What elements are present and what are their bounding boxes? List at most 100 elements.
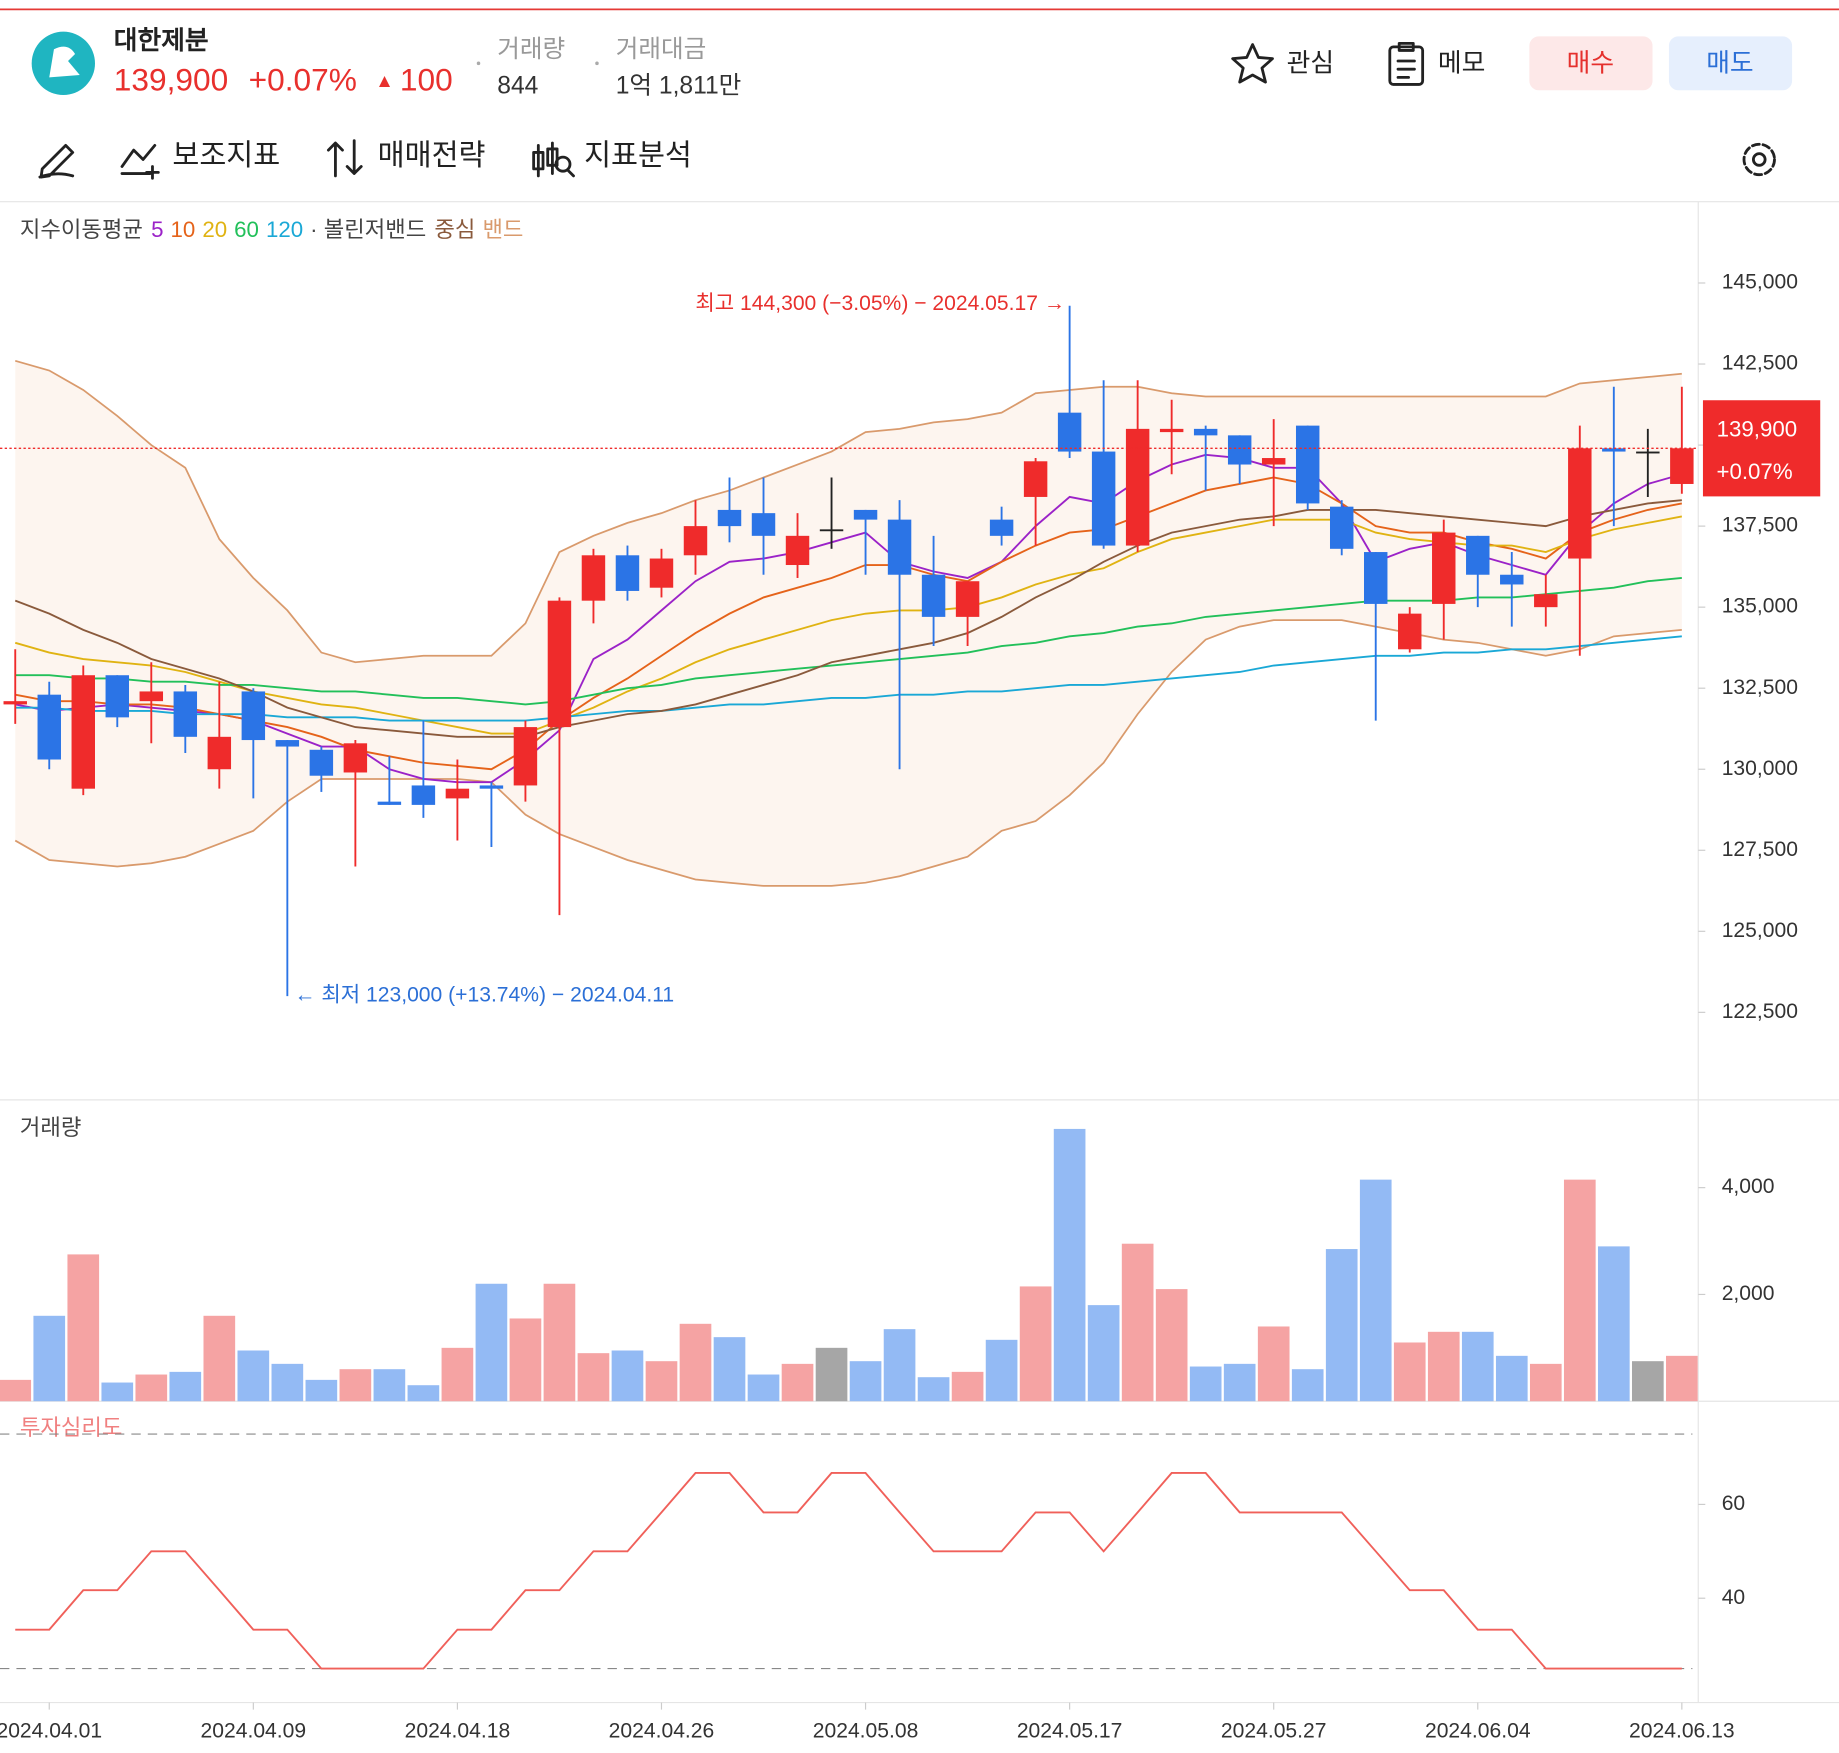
volume-bar: [1121, 1243, 1154, 1402]
volume-bar: [373, 1369, 406, 1402]
y-tick-label: 40: [1722, 1586, 1745, 1609]
candle-body: [241, 691, 266, 741]
candle-body: [173, 691, 198, 737]
legend-entry: 20: [202, 217, 227, 242]
change-rate: +0.07%: [249, 61, 357, 97]
analysis-tool[interactable]: 지표분석: [532, 139, 692, 178]
x-tick-label: 2024.06.13: [1629, 1719, 1735, 1742]
candle-body: [1227, 435, 1252, 465]
candle-body: [1193, 428, 1218, 436]
legend-title: 지수이동평균: [20, 217, 143, 242]
volume-bar: [509, 1318, 542, 1402]
volume-bar: [237, 1350, 270, 1402]
stock-price: 139,900: [114, 61, 228, 97]
candle-body: [785, 535, 810, 566]
change-arrow: ▲: [375, 70, 394, 91]
settings-button[interactable]: [1742, 142, 1776, 177]
candle-body: [819, 529, 844, 532]
volume-bar: [135, 1374, 168, 1402]
legend-entry: 5: [151, 217, 163, 242]
y-tick-label: 130,000: [1722, 757, 1798, 780]
candle-body: [1534, 594, 1558, 608]
candle-body: [71, 675, 95, 789]
pane-title: 투자심리도: [20, 1415, 122, 1440]
candle-body: [343, 743, 368, 773]
candle-body: [751, 513, 776, 536]
x-tick-label: 2024.06.04: [1425, 1719, 1531, 1742]
volume-bar: [339, 1369, 372, 1402]
volume-bar: [67, 1254, 100, 1402]
ma-line: [15, 453, 1683, 784]
volume-bar: [1155, 1289, 1188, 1402]
volume-bar: [475, 1283, 508, 1402]
draw-tool[interactable]: [38, 143, 75, 179]
candle-body: [1398, 613, 1422, 650]
volume-bar: [1563, 1179, 1596, 1402]
y-tick-label: 2,000: [1722, 1282, 1775, 1305]
volume-bar: [917, 1377, 950, 1402]
volume-bar: [101, 1382, 134, 1402]
candle-body: [1295, 425, 1320, 504]
watch-button[interactable]: 관심: [1231, 43, 1334, 84]
candle-body: [717, 509, 742, 527]
volume-bar: [815, 1347, 848, 1402]
buy-button[interactable]: 매수: [1529, 36, 1653, 91]
candle-body: [513, 727, 538, 786]
high-annotation: 최고 144,300 (−3.05%) − 2024.05.17 →: [695, 291, 1065, 315]
candle-body: [207, 736, 232, 770]
strategy-tool[interactable]: 매매전략: [326, 139, 486, 178]
sell-button[interactable]: 매도: [1668, 36, 1793, 91]
y-tick-label: 137,500: [1722, 514, 1798, 537]
candle-body: [1500, 574, 1524, 585]
button-label: 관심: [1287, 48, 1334, 77]
ma-line: [15, 577, 1682, 706]
volume-value: 844: [497, 72, 538, 99]
tool-label: 매매전략: [378, 139, 486, 172]
ma-line: [15, 476, 1683, 771]
candle-body: [105, 675, 130, 718]
volume-bar: [1529, 1363, 1562, 1402]
y-tick-label: 127,500: [1722, 838, 1798, 861]
volume-bar: [1597, 1246, 1630, 1402]
candle-body: [547, 600, 572, 728]
low-annotation: ← 최저 123,000 (+13.74%) − 2024.04.11: [294, 983, 674, 1007]
ma-line: [15, 635, 1682, 722]
y-tick-label: 145,000: [1722, 271, 1798, 294]
last-change-label: +0.07%: [1716, 459, 1792, 484]
candle-body: [1329, 506, 1354, 549]
ma-line: [14, 499, 1682, 738]
x-tick-label: 2024.05.08: [813, 1719, 919, 1742]
volume-bar: [1019, 1286, 1052, 1402]
candle-body: [139, 691, 164, 702]
candle-body: [1568, 448, 1592, 559]
y-tick-label: 4,000: [1722, 1175, 1775, 1198]
volume-bar: [645, 1361, 678, 1402]
candle-body: [921, 574, 946, 617]
volume-bar: [781, 1363, 814, 1402]
band-line: [15, 359, 1682, 664]
volume-bar: [747, 1374, 780, 1402]
last-price-box: [1702, 400, 1821, 497]
volume-bar: [1631, 1361, 1664, 1402]
volume-bar: [33, 1315, 66, 1402]
amount-label: 거래대금: [616, 35, 707, 63]
stock-name: 대한제분: [114, 26, 209, 55]
volume-bar: [577, 1353, 610, 1402]
button-label: 매수: [1567, 49, 1614, 77]
indicator-tool[interactable]: 보조지표: [120, 139, 280, 180]
volume-label: 거래량: [497, 35, 565, 63]
volume-bar: [1087, 1305, 1120, 1402]
candle-body: [1261, 458, 1286, 465]
volume-bar: [407, 1385, 440, 1402]
y-tick-label: 135,000: [1722, 595, 1798, 618]
candle-body: [615, 555, 640, 591]
volume-bar: [271, 1363, 304, 1402]
volume-bar: [1189, 1366, 1222, 1402]
memo-button[interactable]: 메모: [1388, 41, 1486, 86]
candle-body: [1636, 451, 1660, 454]
change-amount: 100: [400, 61, 453, 97]
candle-body: [989, 519, 1014, 536]
y-tick-label: 132,500: [1722, 676, 1798, 699]
x-tick-label: 2024.04.26: [609, 1719, 715, 1742]
separator: [595, 61, 599, 66]
